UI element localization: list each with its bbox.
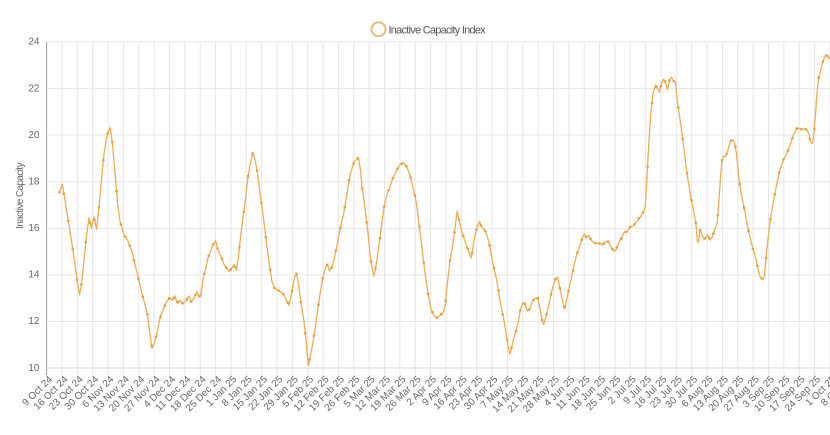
svg-text:12: 12: [28, 316, 40, 327]
svg-text:20: 20: [28, 130, 40, 141]
svg-text:18: 18: [28, 176, 40, 187]
svg-text:10: 10: [28, 363, 40, 374]
svg-text:16: 16: [28, 223, 40, 234]
svg-text:24: 24: [28, 37, 40, 48]
svg-text:14: 14: [28, 270, 40, 281]
svg-text:Inactive Capacity Index: Inactive Capacity Index: [389, 25, 487, 37]
svg-text:22: 22: [28, 83, 40, 94]
svg-text:Inactive Capacity: Inactive Capacity: [15, 162, 26, 229]
